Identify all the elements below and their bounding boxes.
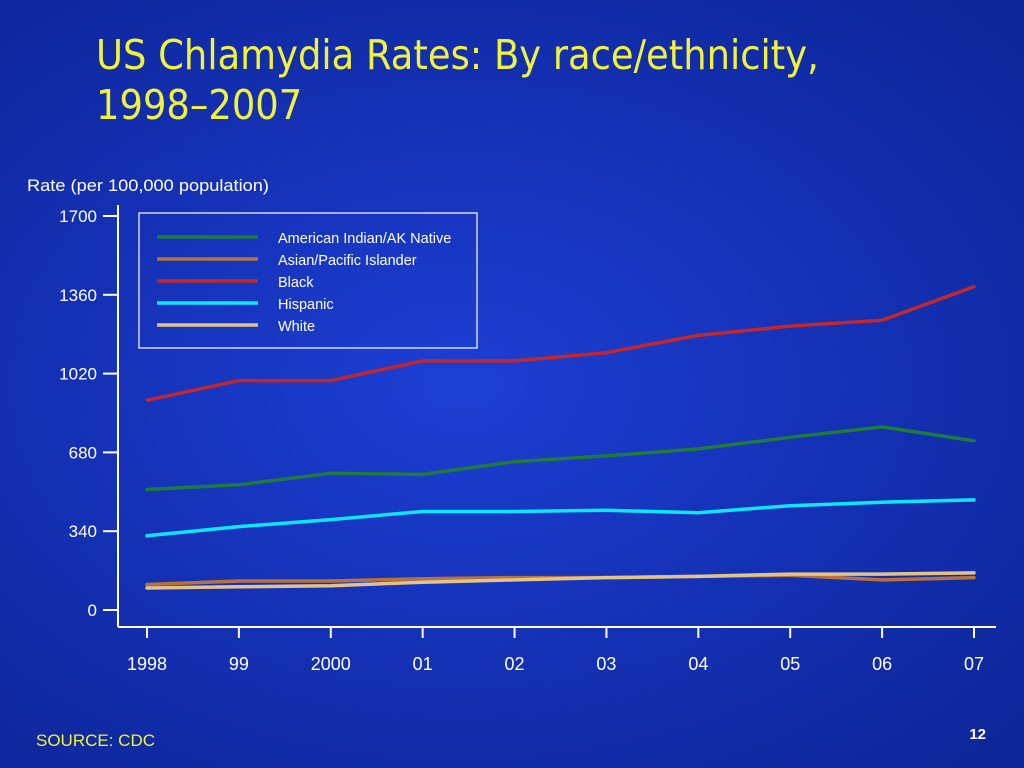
x-tick-label: 1998 [127, 654, 167, 674]
x-tick-label: 02 [505, 654, 525, 674]
slide-title-line-2: 1998–2007 [96, 81, 303, 129]
legend-label: Asian/Pacific Islander [278, 253, 417, 269]
y-tick-label: 0 [88, 601, 97, 620]
legend-label: Black [278, 275, 314, 291]
x-tick-label: 99 [229, 654, 249, 674]
slide-title-line-1: US Chlamydia Rates: By race/ethnicity, [96, 31, 819, 79]
y-tick-label: 340 [69, 522, 97, 541]
y-tick-label: 1700 [59, 207, 97, 226]
legend-label: Hispanic [278, 297, 334, 313]
chart-legend: American Indian/AK Native Asian/Pacific I… [138, 212, 478, 349]
y-tick-label: 1020 [59, 365, 97, 384]
series-line [145, 425, 976, 492]
source-note: SOURCE: CDC [36, 731, 156, 750]
legend-label: White [278, 319, 315, 335]
chart-series-group [145, 284, 976, 590]
chart-axes: 1700 1360 1020 680 340 0 1998 99 2000 01 02 03 04 05 0… [59, 205, 996, 674]
series-line [145, 571, 976, 590]
series-line [145, 498, 976, 538]
x-tick-label: 06 [872, 654, 892, 674]
y-axis-label: Rate (per 100,000 population) [27, 176, 269, 195]
x-tick-label: 2000 [311, 654, 351, 674]
x-tick-label: 04 [688, 654, 708, 674]
x-tick-label: 07 [964, 654, 984, 674]
x-tick-label: 05 [780, 654, 800, 674]
y-tick-label: 680 [69, 443, 97, 462]
slide-title: US Chlamydia Rates: By race/ethnicity, 1… [96, 30, 888, 130]
legend-label: American Indian/AK Native [278, 231, 451, 247]
page-number: 12 [969, 726, 986, 743]
series-line [145, 284, 976, 403]
y-tick-label: 1360 [59, 286, 97, 305]
x-tick-label: 01 [413, 654, 433, 674]
legend-box [138, 212, 478, 349]
x-tick-label: 03 [596, 654, 616, 674]
